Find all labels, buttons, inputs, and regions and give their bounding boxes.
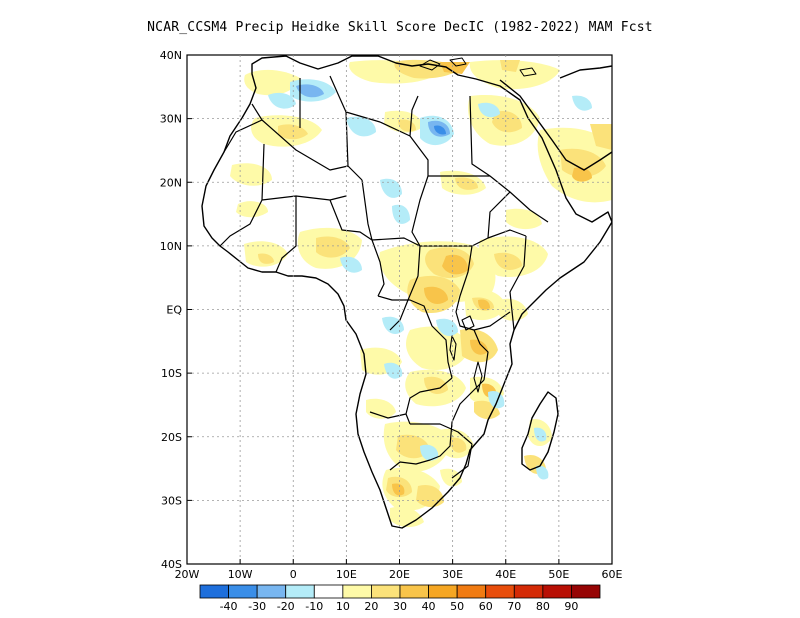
madagascar-coastline (521, 391, 559, 471)
lon-label: 30E (442, 568, 463, 581)
colorbar-label: -40 (220, 600, 238, 613)
lon-label: 0 (290, 568, 297, 581)
colorbar-label: 80 (536, 600, 550, 613)
gridlines (186, 54, 613, 565)
colorbar-swatch (399, 584, 429, 599)
colorbar-swatch (256, 584, 287, 599)
skill-shading (230, 59, 612, 528)
lat-label: 20N (160, 176, 182, 189)
lon-label: 10E (336, 568, 357, 581)
colorbar-swatch (313, 584, 344, 599)
colorbar-swatch (485, 584, 515, 599)
lat-label: 40S (161, 558, 182, 571)
colorbar-label: -20 (277, 600, 295, 613)
lat-label: 10S (161, 367, 182, 380)
colorbar-swatch (371, 584, 401, 599)
colorbar-label: 90 (564, 600, 578, 613)
negative-skill-areas (268, 79, 592, 480)
colorbar-swatch (199, 584, 229, 599)
colorbar-label: 20 (364, 600, 378, 613)
lon-label: 10W (228, 568, 253, 581)
lon-label: 40E (495, 568, 516, 581)
colorbar-label: -10 (305, 600, 323, 613)
lon-label: 50E (548, 568, 569, 581)
med-islands (419, 57, 537, 77)
lon-label: 20E (389, 568, 410, 581)
longitude-labels: 20W 10W 0 10E 20E 30E 40E 50E 60E (175, 568, 623, 581)
lon-label: 20W (175, 568, 200, 581)
coastlines-and-borders (201, 55, 612, 529)
latitude-labels: 40N 30N 20N 10N EQ 10S 20S 30S 40S (160, 49, 183, 571)
colorbar-swatch (456, 584, 487, 599)
colorbar-label: 10 (336, 600, 350, 613)
lat-label: EQ (166, 304, 182, 317)
lat-label: 10N (160, 240, 182, 253)
colorbar-label: 40 (422, 600, 436, 613)
colorbar-swatch (342, 584, 372, 599)
africa-coastline (201, 55, 612, 529)
colorbar-label: 60 (479, 600, 493, 613)
colorbar-label: 50 (450, 600, 464, 613)
colorbar-swatch (285, 584, 315, 599)
colorbar-swatch (428, 584, 458, 599)
lon-label: 60E (602, 568, 623, 581)
colorbar-label: 70 (507, 600, 521, 613)
colorbar-swatch (513, 584, 544, 599)
colorbar-label: -30 (248, 600, 266, 613)
lat-label: 30S (161, 494, 182, 507)
lat-label: 20S (161, 431, 182, 444)
lat-label: 30N (160, 113, 182, 126)
map-title: NCAR_CCSM4 Precip Heidke Skill Score Dec… (147, 20, 653, 35)
colorbar-swatch (571, 584, 601, 599)
lakes (449, 315, 483, 393)
colorbar-swatch (228, 584, 258, 599)
colorbar: -40 -30 -20 -10 10 20 30 40 50 60 70 80 90 (199, 584, 601, 613)
positive-skill-areas (230, 59, 612, 528)
country-borders (219, 75, 549, 479)
colorbar-swatch (542, 584, 572, 599)
colorbar-label: 30 (393, 600, 407, 613)
lat-label: 40N (160, 49, 182, 62)
